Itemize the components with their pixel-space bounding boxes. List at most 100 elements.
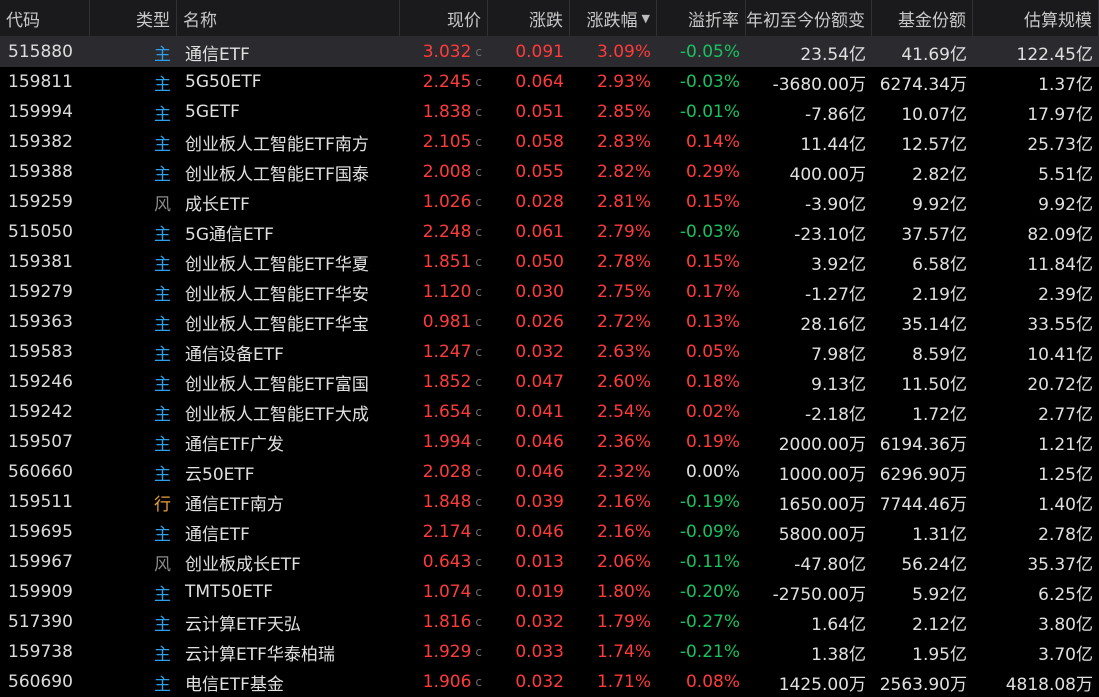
cell-fund-shares: 2.82亿	[912, 164, 967, 185]
price-suffix: c	[475, 525, 482, 539]
table-row[interactable]: 159507 主通信ETF广发 1.994 c 0.046 2.36% 0.19% 2000.…	[0, 427, 1099, 457]
table-row[interactable]: 159279 主创业板人工智能ETF华安 1.120 c 0.030 2.75% 0.17%…	[0, 277, 1099, 307]
table-row[interactable]: 159811 主 5G50ETF 2.245 c 0.064 2.93% -0.03% -368…	[0, 67, 1099, 97]
table-row[interactable]: 159259 风成长ETF 1.026 c 0.028 2.81% 0.15% -3.90亿 9…	[0, 187, 1099, 217]
cell-type: 主	[154, 44, 171, 65]
cell-change-pct: 2.72%	[596, 312, 651, 332]
cell-price: 1.654 c	[400, 397, 488, 427]
col-header-code[interactable]: 代码	[0, 0, 90, 36]
cell-premium: -0.03%	[679, 222, 740, 242]
cell-est-size: 1.25亿	[1038, 464, 1093, 485]
cell-name: 云计算ETF华泰柏瑞	[185, 644, 335, 665]
cell-code: 159279	[8, 282, 73, 302]
cell-code: 515880	[8, 42, 73, 62]
table-row[interactable]: 159967 风创业板成长ETF 0.643 c 0.013 2.06% -0.11% -47…	[0, 547, 1099, 577]
cell-fund-shares: 1.95亿	[912, 644, 967, 665]
cell-name: 通信ETF	[185, 524, 250, 545]
cell-est-size: 2.39亿	[1038, 284, 1093, 305]
cell-fund-shares: 10.07亿	[901, 104, 967, 125]
cell-change-pct: 1.71%	[596, 672, 651, 692]
table-row[interactable]: 560660 主云50ETF 2.028 c 0.046 2.32% 0.00% 1000.0…	[0, 457, 1099, 487]
cell-fund-shares: 2563.90万	[879, 674, 967, 695]
table-row[interactable]: 560690 主电信ETF基金 1.906 c 0.032 1.71% 0.08% 1425.…	[0, 667, 1099, 697]
price-value: 2.174	[422, 522, 472, 542]
col-header-ytd-shares-change[interactable]: 年初至今份额变	[746, 0, 872, 36]
cell-fund-shares: 2.12亿	[912, 614, 967, 635]
cell-change-pct: 2.16%	[596, 522, 651, 542]
price-suffix: c	[475, 195, 482, 209]
cell-change-pct: 1.80%	[596, 582, 651, 602]
table-row[interactable]: 159695 主通信ETF 2.174 c 0.046 2.16% -0.09% 5800.0…	[0, 517, 1099, 547]
cell-code: 159242	[8, 402, 73, 422]
cell-type: 主	[154, 134, 171, 155]
price-value: 1.026	[422, 192, 472, 212]
cell-change: 0.058	[515, 132, 564, 152]
cell-code: 159363	[8, 312, 73, 332]
cell-change-pct: 2.60%	[596, 372, 651, 392]
price-value: 1.816	[422, 612, 472, 632]
col-header-price[interactable]: 现价	[400, 0, 488, 36]
price-value: 2.008	[422, 162, 472, 182]
cell-change: 0.032	[515, 342, 564, 362]
cell-fund-shares: 2.19亿	[912, 284, 967, 305]
table-row[interactable]: 159382 主创业板人工智能ETF南方 2.105 c 0.058 2.83% 0.14%…	[0, 127, 1099, 157]
cell-name: TMT50ETF	[185, 582, 273, 602]
col-header-est-size[interactable]: 估算规模	[973, 0, 1099, 36]
cell-name: 成长ETF	[185, 194, 250, 215]
cell-est-size: 2.78亿	[1038, 524, 1093, 545]
col-header-premium[interactable]: 溢折率	[657, 0, 746, 36]
table-row[interactable]: 159738 主云计算ETF华泰柏瑞 1.929 c 0.033 1.74% -0.21% 1…	[0, 637, 1099, 667]
cell-change: 0.046	[515, 432, 564, 452]
cell-name: 通信ETF	[185, 44, 250, 65]
table-row[interactable]: 159381 主创业板人工智能ETF华夏 1.851 c 0.050 2.78% 0.15%…	[0, 247, 1099, 277]
cell-type: 行	[154, 494, 171, 515]
cell-price: 1.026 c	[400, 187, 488, 217]
cell-fund-shares: 12.57亿	[901, 134, 967, 155]
cell-est-size: 1.21亿	[1038, 434, 1093, 455]
cell-code: 560690	[8, 672, 73, 692]
col-header-change-pct[interactable]: 涨跌幅 ▼	[570, 0, 657, 36]
table-row[interactable]: 159511 行通信ETF南方 1.848 c 0.039 2.16% -0.19% 1650…	[0, 487, 1099, 517]
table-row[interactable]: 515050 主 5G通信ETF 2.248 c 0.061 2.79% -0.03% -23.…	[0, 217, 1099, 247]
price-suffix: c	[475, 465, 482, 479]
price-value: 0.981	[422, 312, 472, 332]
table-row[interactable]: 159994 主 5GETF 1.838 c 0.051 2.85% -0.01% -7.86亿…	[0, 97, 1099, 127]
cell-change: 0.047	[515, 372, 564, 392]
cell-type: 主	[154, 404, 171, 425]
price-suffix: c	[475, 45, 482, 59]
cell-change-pct: 2.32%	[596, 462, 651, 482]
price-value: 1.654	[422, 402, 472, 422]
cell-change-pct: 2.63%	[596, 342, 651, 362]
price-value: 3.032	[422, 42, 472, 62]
cell-premium: 0.17%	[685, 282, 740, 302]
cell-change-pct: 2.54%	[596, 402, 651, 422]
cell-change-pct: 2.82%	[596, 162, 651, 182]
cell-change-pct: 2.06%	[596, 552, 651, 572]
table-row[interactable]: 159363 主创业板人工智能ETF华宝 0.981 c 0.026 2.72% 0.13%…	[0, 307, 1099, 337]
col-header-change[interactable]: 涨跌	[488, 0, 570, 36]
cell-type: 主	[154, 164, 171, 185]
price-value: 2.105	[422, 132, 472, 152]
cell-premium: -0.03%	[679, 72, 740, 92]
cell-code: 560660	[8, 462, 73, 482]
col-header-fund-shares[interactable]: 基金份额	[872, 0, 973, 36]
table-row[interactable]: 515880 主通信ETF 3.032 c 0.091 3.09% -0.05% 23.54亿…	[0, 37, 1099, 67]
table-row[interactable]: 159583 主通信设备ETF 1.247 c 0.032 2.63% 0.05% 7.98亿…	[0, 337, 1099, 367]
cell-price: 2.248 c	[400, 217, 488, 247]
cell-type: 主	[154, 644, 171, 665]
table-row[interactable]: 159909 主 TMT50ETF 1.074 c 0.019 1.80% -0.20% -27…	[0, 577, 1099, 607]
cell-price: 1.929 c	[400, 637, 488, 667]
table-row[interactable]: 159242 主创业板人工智能ETF大成 1.654 c 0.041 2.54% 0.02%…	[0, 397, 1099, 427]
cell-code: 159507	[8, 432, 73, 452]
col-header-name[interactable]: 名称	[177, 0, 400, 36]
price-suffix: c	[475, 675, 482, 689]
cell-premium: -0.09%	[679, 522, 740, 542]
cell-type: 主	[154, 254, 171, 275]
table-row[interactable]: 159388 主创业板人工智能ETF国泰 2.008 c 0.055 2.82% 0.29%…	[0, 157, 1099, 187]
col-header-type[interactable]: 类型	[90, 0, 177, 36]
cell-premium: 0.14%	[685, 132, 740, 152]
table-row[interactable]: 159246 主创业板人工智能ETF富国 1.852 c 0.047 2.60% 0.18%…	[0, 367, 1099, 397]
cell-fund-shares: 6274.34万	[879, 74, 967, 95]
price-suffix: c	[475, 345, 482, 359]
table-row[interactable]: 517390 主云计算ETF天弘 1.816 c 0.032 1.79% -0.27% 1.6…	[0, 607, 1099, 637]
